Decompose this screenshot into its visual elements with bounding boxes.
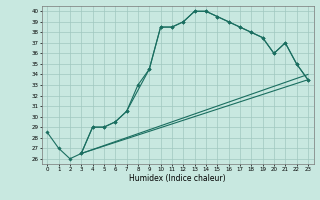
X-axis label: Humidex (Indice chaleur): Humidex (Indice chaleur) <box>129 174 226 183</box>
